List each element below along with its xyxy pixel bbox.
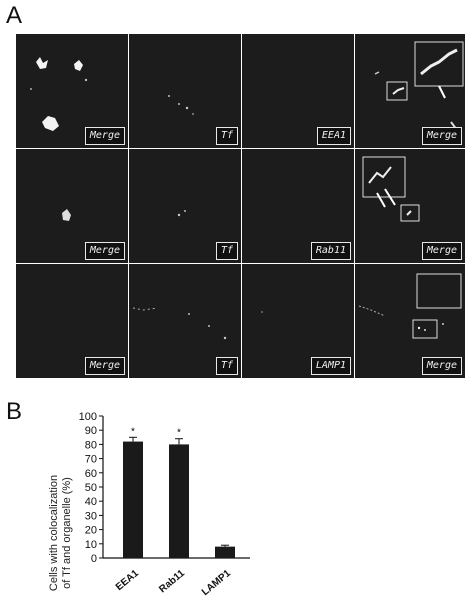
y-tick-label: 70 <box>85 454 97 466</box>
significance-marker: * <box>177 428 181 439</box>
micrograph-cell: Merge <box>355 149 465 263</box>
x-category-label: EEA1 <box>114 568 141 593</box>
y-axis-label-line1: Cells with colocalization <box>48 475 60 591</box>
channel-label: Tf <box>215 242 238 260</box>
y-tick-label: 40 <box>85 496 97 508</box>
x-category-label: LAMP1 <box>200 568 233 598</box>
y-axis: 0 10 20 30 40 50 60 70 80 90 100 <box>79 411 250 565</box>
micrograph-image <box>30 57 88 131</box>
channel-label: Tf <box>215 357 238 375</box>
micrograph-image <box>362 156 420 222</box>
micrograph-image <box>168 95 194 115</box>
channel-label: Merge <box>84 242 125 260</box>
micrograph-cell: Merge <box>16 149 128 263</box>
y-tick-label: 50 <box>85 482 97 494</box>
bars: * * <box>123 426 235 558</box>
y-tick-label: 90 <box>85 425 97 437</box>
micrograph-image <box>62 209 71 221</box>
micrograph-cell: EEA1 <box>242 34 354 148</box>
y-tick-label: 80 <box>85 439 97 451</box>
panel-a-letter: A <box>6 2 23 29</box>
colocalization-bar-chart: Cells with colocalization of Tf and orga… <box>48 411 250 599</box>
bar <box>123 441 143 558</box>
channel-label: Merge <box>421 242 462 260</box>
y-tick-label: 60 <box>85 468 97 480</box>
y-tick-label: 10 <box>85 539 97 551</box>
y-axis-label-line2: of Tf and organelle (%) <box>61 477 73 589</box>
y-tick-label: 0 <box>91 553 97 565</box>
micrograph-image <box>177 210 186 217</box>
micrograph-cell: Tf <box>129 34 241 148</box>
channel-label: Merge <box>84 357 125 375</box>
panel-b-letter: B <box>6 398 23 425</box>
bar <box>215 546 235 558</box>
micrograph-image <box>261 311 263 313</box>
channel-label: LAMP1 <box>310 357 351 375</box>
micrograph-cell: Tf <box>129 149 241 263</box>
micrograph-cell: Tf <box>129 264 241 378</box>
y-tick-label: 30 <box>85 510 97 522</box>
channel-label: Merge <box>421 127 462 145</box>
significance-marker: * <box>131 426 135 437</box>
channel-label: Rab11 <box>310 242 351 260</box>
x-category-label: Rab11 <box>157 568 187 596</box>
micrograph-grid: Merge Tf EEA1 Merge Merge Tf <box>16 34 465 378</box>
micrograph-image <box>358 273 462 339</box>
x-axis-categories: EEA1 Rab11 LAMP1 <box>114 568 233 599</box>
channel-label: EEA1 <box>316 127 351 145</box>
channel-label: Tf <box>215 127 238 145</box>
micrograph-image <box>132 307 227 340</box>
micrograph-cell: Merge <box>16 264 128 378</box>
micrograph-cell: Merge <box>16 34 128 148</box>
micrograph-cell: Merge <box>355 34 465 148</box>
micrograph-cell: LAMP1 <box>242 264 354 378</box>
y-tick-label: 20 <box>85 525 97 537</box>
y-tick-label: 100 <box>79 411 97 423</box>
channel-label: Merge <box>84 127 125 145</box>
micrograph-cell: Rab11 <box>242 149 354 263</box>
bar <box>169 444 189 558</box>
channel-label: Merge <box>421 357 462 375</box>
micrograph-cell: Merge <box>355 264 465 378</box>
micrograph-image <box>374 41 464 131</box>
